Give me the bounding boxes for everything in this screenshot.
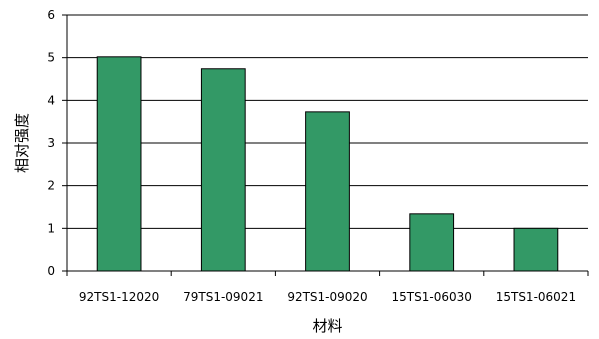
bar bbox=[409, 213, 455, 272]
x-tick-label: 92TS1-12020 bbox=[79, 290, 159, 304]
x-tick-label: 15TS1-06030 bbox=[392, 290, 472, 304]
bar bbox=[513, 227, 559, 272]
y-tick-label: 6 bbox=[47, 8, 55, 22]
axes bbox=[62, 14, 589, 276]
x-axis-title: 材料 bbox=[312, 317, 342, 335]
y-tick-label: 4 bbox=[47, 93, 55, 107]
bar bbox=[200, 68, 246, 272]
bar bbox=[96, 56, 142, 272]
y-tick-label: 2 bbox=[47, 179, 55, 193]
bar bbox=[305, 111, 350, 272]
y-tick-label: 5 bbox=[47, 51, 55, 65]
x-tick-label: 79TS1-09021 bbox=[183, 290, 263, 304]
y-tick-label: 3 bbox=[47, 136, 55, 150]
y-axis-title: 相对强度 bbox=[13, 113, 31, 173]
y-tick-labels: 0 1 2 3 4 5 6 bbox=[47, 8, 55, 278]
bar-series bbox=[96, 56, 559, 272]
x-tick-label: 92TS1-09020 bbox=[287, 290, 367, 304]
x-tick-labels: 92TS1-12020 79TS1-09021 92TS1-09020 15TS1-0… bbox=[79, 290, 576, 304]
y-tick-label: 0 bbox=[47, 264, 55, 278]
x-tick-label: 15TS1-06021 bbox=[496, 290, 576, 304]
y-tick-label: 1 bbox=[47, 221, 55, 235]
